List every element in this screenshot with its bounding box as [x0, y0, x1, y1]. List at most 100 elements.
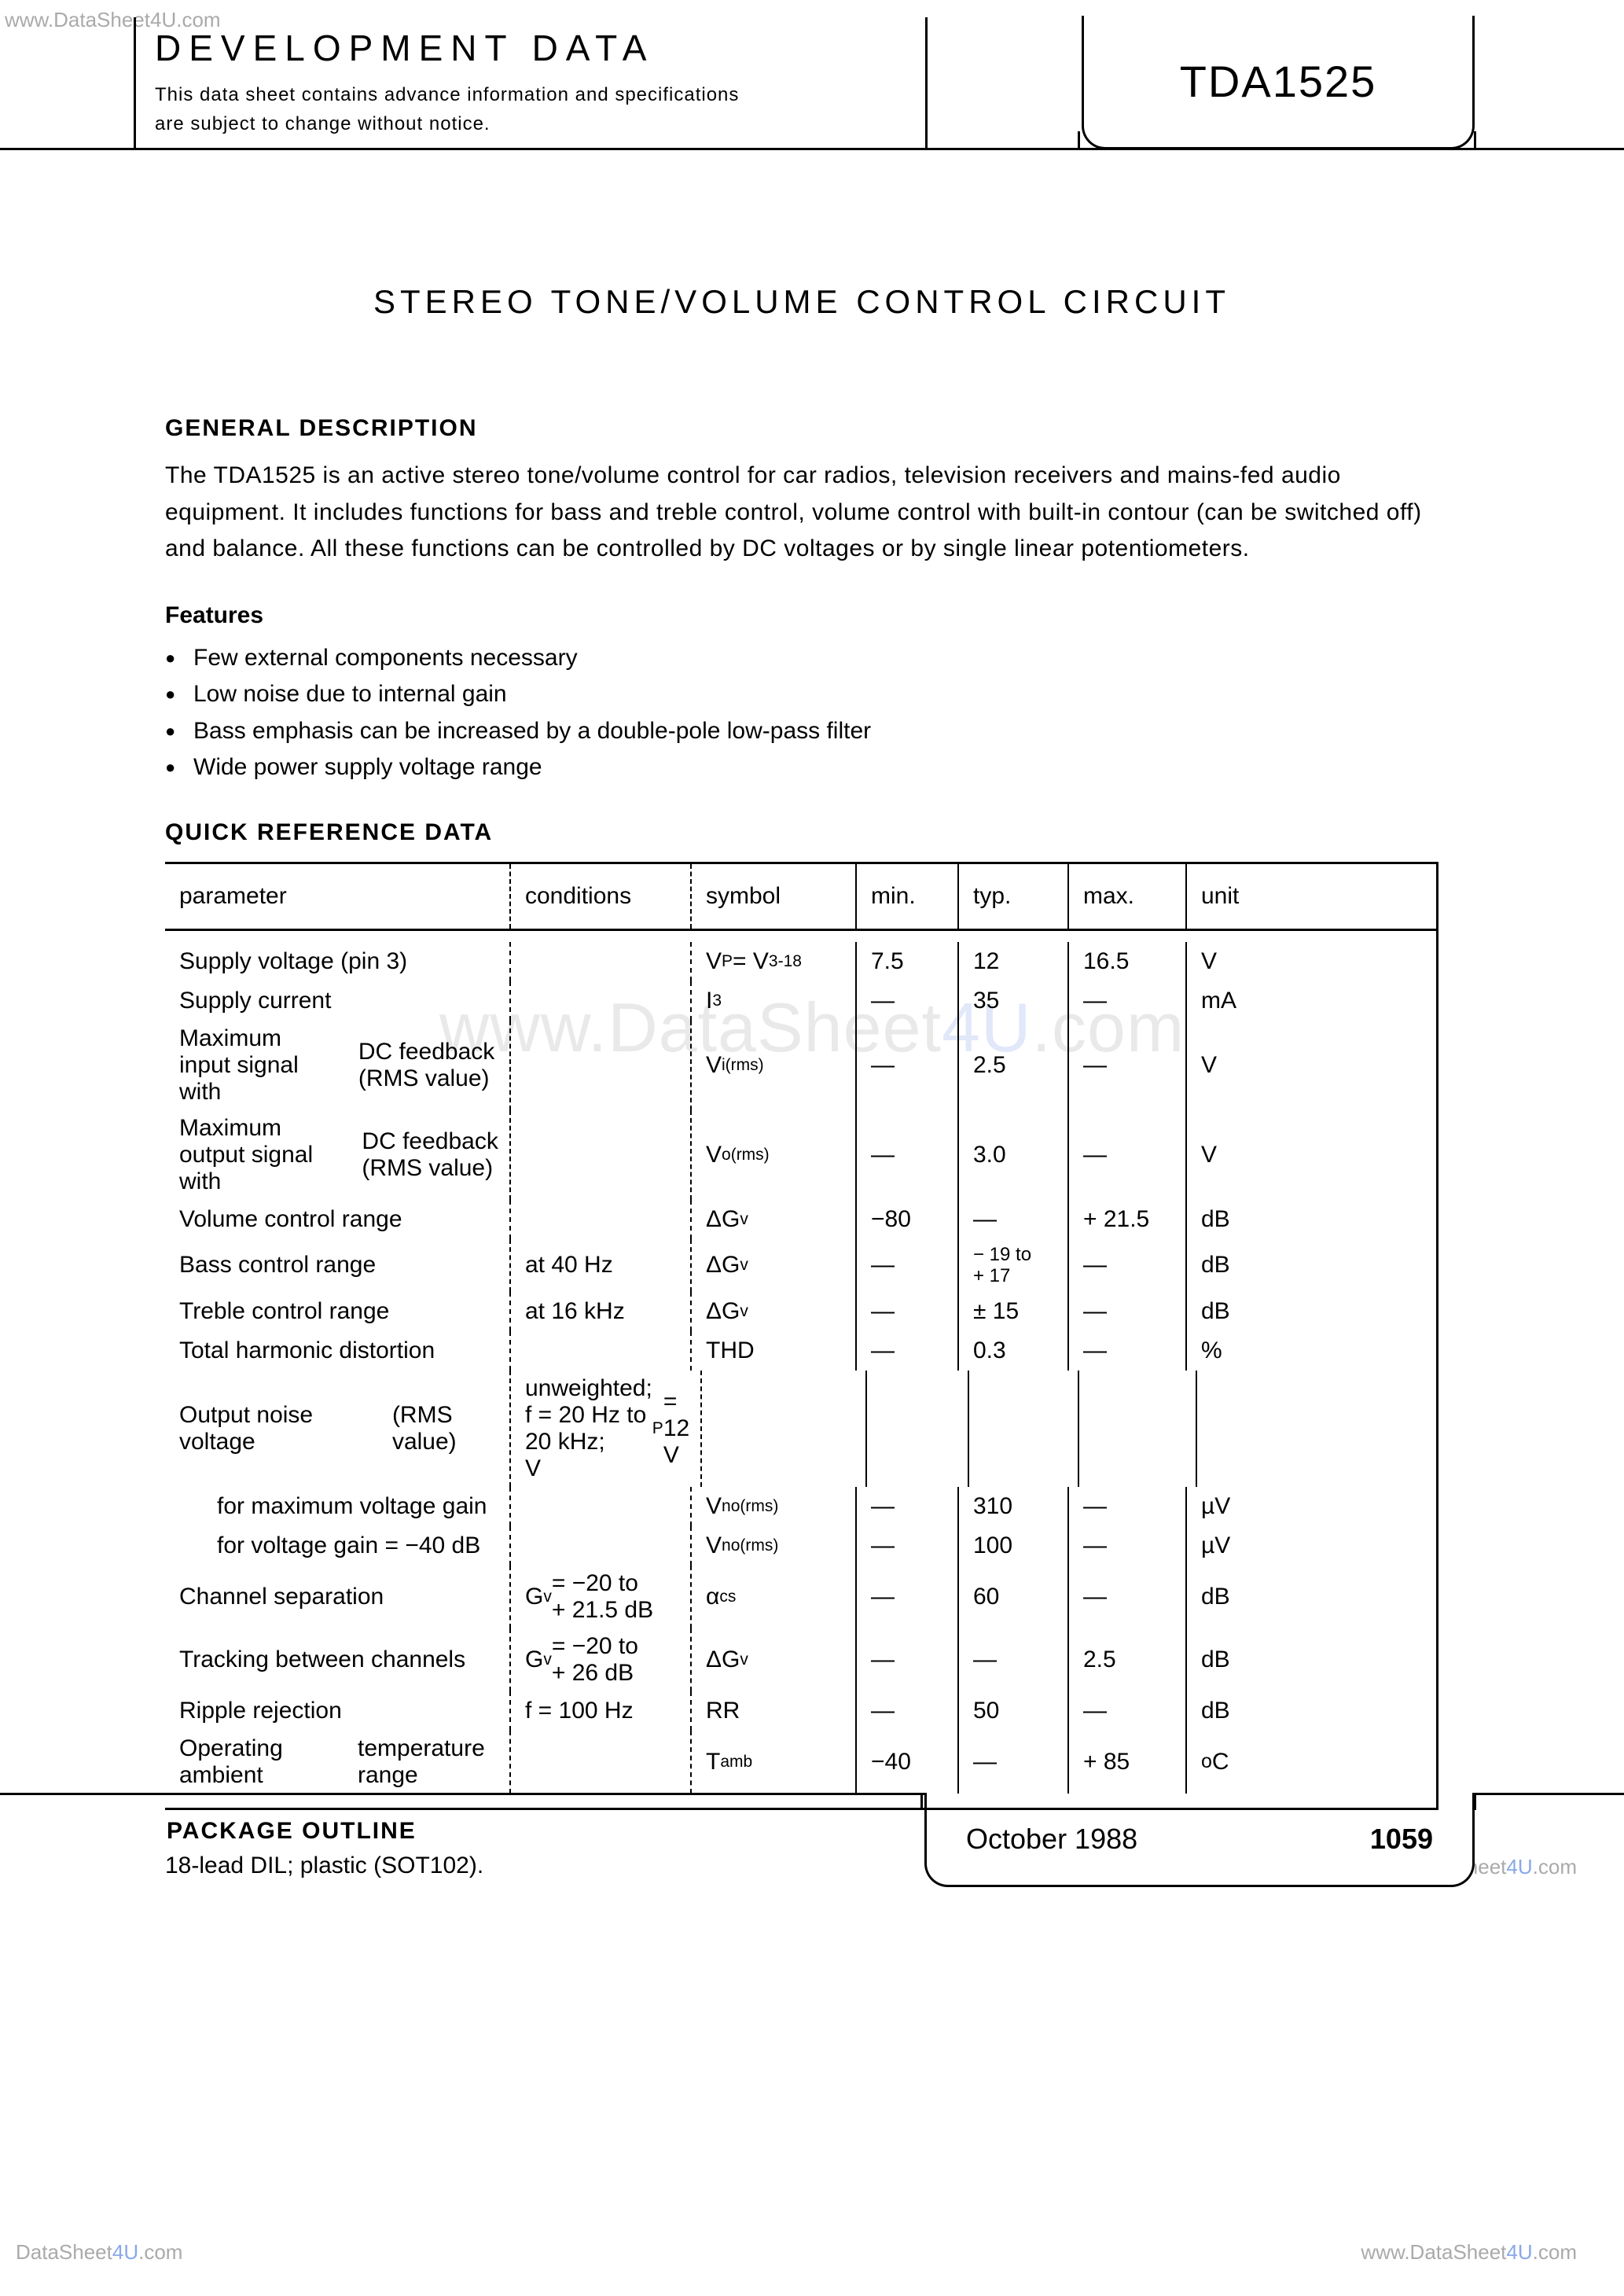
- table-cell: —: [1069, 1487, 1187, 1526]
- table-row: Tracking between channelsGv = −20 to+ 26…: [165, 1628, 1436, 1691]
- table-cell: ± 15: [959, 1292, 1069, 1331]
- table-cell: 100: [959, 1526, 1069, 1566]
- table-row: Supply currentI3—35—mA: [165, 981, 1436, 1021]
- table-cell: —: [857, 1021, 959, 1110]
- table-cell: Gv = −20 to+ 21.5 dB: [511, 1566, 692, 1628]
- table-cell: ΔGv: [692, 1628, 857, 1691]
- table-cell: —: [857, 981, 959, 1021]
- table-row: Treble control rangeat 16 kHzΔGv—± 15—dB: [165, 1292, 1436, 1331]
- table-cell: dB: [1187, 1292, 1436, 1331]
- table-row: Operating ambienttemperature range Tamb−4…: [165, 1731, 1436, 1794]
- table-cell: αcs: [692, 1566, 857, 1628]
- package-outline-body: 18-lead DIL; plastic (SOT102).: [165, 1853, 1438, 1879]
- table-cell: —: [959, 1200, 1069, 1239]
- table-cell: —: [857, 1110, 959, 1200]
- table-cell: %: [1187, 1331, 1436, 1371]
- col-header-symbol: symbol: [692, 864, 857, 929]
- general-description-body: The TDA1525 is an active stereo tone/vol…: [165, 458, 1438, 568]
- table-cell: Bass control range: [165, 1239, 511, 1292]
- content-area: STEREO TONE/VOLUME CONTROL CIRCUIT GENER…: [165, 259, 1438, 1879]
- table-cell: ΔGv: [692, 1200, 857, 1239]
- table-cell: dB: [1187, 1691, 1436, 1731]
- table-cell: 310: [959, 1487, 1069, 1526]
- table-cell: µV: [1187, 1487, 1436, 1526]
- table-cell: —: [1069, 1110, 1187, 1200]
- table-cell: µV: [1187, 1526, 1436, 1566]
- table-cell: 2.5: [959, 1021, 1069, 1110]
- col-header-typ: typ.: [959, 864, 1069, 929]
- table-cell: —: [857, 1292, 959, 1331]
- col-header-parameter: parameter: [165, 864, 511, 929]
- table-cell: V: [1187, 1021, 1436, 1110]
- watermark-bottom-right: www.DataSheet4U.com: [1361, 2240, 1577, 2265]
- table-cell: Channel separation: [165, 1566, 511, 1628]
- table-cell: Tracking between channels: [165, 1628, 511, 1691]
- table-cell: VP = V3-18: [692, 942, 857, 981]
- table-header-row: parameter conditions symbol min. typ. ma…: [165, 864, 1436, 931]
- col-header-unit: unit: [1187, 864, 1436, 929]
- table-cell: [511, 1487, 692, 1526]
- page-title: STEREO TONE/VOLUME CONTROL CIRCUIT: [165, 283, 1438, 321]
- table-cell: —: [1069, 981, 1187, 1021]
- table-row: Ripple rejectionf = 100 HzRR—50—dB: [165, 1691, 1436, 1731]
- table-cell: 3.0: [959, 1110, 1069, 1200]
- table-cell: Operating ambienttemperature range: [165, 1731, 511, 1794]
- table-cell: dB: [1187, 1200, 1436, 1239]
- table-cell: [702, 1371, 867, 1487]
- table-cell: [511, 1021, 692, 1110]
- table-cell: —: [1069, 1691, 1187, 1731]
- table-cell: − 19 to+ 17: [959, 1239, 1069, 1292]
- quick-reference-table: parameter conditions symbol min. typ. ma…: [165, 862, 1438, 1810]
- development-data-title: DEVELOPMENT DATA: [155, 27, 906, 69]
- section-heading-package: PACKAGE OUTLINE: [167, 1818, 1438, 1845]
- table-cell: [511, 1200, 692, 1239]
- table-cell: —: [1069, 1239, 1187, 1292]
- table-cell: Total harmonic distortion: [165, 1331, 511, 1371]
- col-header-max: max.: [1069, 864, 1187, 929]
- table-cell: mA: [1187, 981, 1436, 1021]
- table-cell: —: [959, 1731, 1069, 1794]
- table-cell: —: [959, 1628, 1069, 1691]
- table-cell: 7.5: [857, 942, 959, 981]
- table-cell: Volume control range: [165, 1200, 511, 1239]
- table-cell: f = 100 Hz: [511, 1691, 692, 1731]
- watermark-bottom-left: DataSheet4U.com: [16, 2240, 182, 2265]
- table-row: Total harmonic distortionTHD—0.3—%: [165, 1331, 1436, 1371]
- table-cell: 50: [959, 1691, 1069, 1731]
- table-cell: [511, 981, 692, 1021]
- table-row: Channel separationGv = −20 to+ 21.5 dBαc…: [165, 1566, 1436, 1628]
- table-cell: dB: [1187, 1566, 1436, 1628]
- table-cell: V: [1187, 1110, 1436, 1200]
- table-cell: Vno(rms): [692, 1487, 857, 1526]
- table-cell: Supply current: [165, 981, 511, 1021]
- table-cell: −40: [857, 1731, 959, 1794]
- tab-notch: [1474, 1793, 1476, 1810]
- table-cell: —: [857, 1331, 959, 1371]
- section-heading-general: GENERAL DESCRIPTION: [165, 415, 1438, 442]
- table-row: Output noise voltage(RMS value)unweighte…: [165, 1371, 1436, 1487]
- table-cell: 35: [959, 981, 1069, 1021]
- table-cell: —: [1069, 1292, 1187, 1331]
- table-cell: [511, 1110, 692, 1200]
- table-cell: —: [857, 1628, 959, 1691]
- table-cell: Vno(rms): [692, 1526, 857, 1566]
- table-cell: for maximum voltage gain: [165, 1487, 511, 1526]
- table-cell: Maximum output signal withDC feedback (R…: [165, 1110, 511, 1200]
- tab-notch: [1474, 131, 1476, 149]
- table-cell: + 85: [1069, 1731, 1187, 1794]
- table-row: Supply voltage (pin 3)VP = V3-187.51216.…: [165, 942, 1436, 981]
- table-cell: —: [1069, 1526, 1187, 1566]
- table-cell: 0.3: [959, 1331, 1069, 1371]
- table-cell: [511, 1526, 692, 1566]
- tab-notch: [1078, 131, 1080, 149]
- table-cell: [511, 1331, 692, 1371]
- table-cell: Gv = −20 to+ 26 dB: [511, 1628, 692, 1691]
- table-cell: at 40 Hz: [511, 1239, 692, 1292]
- table-cell: —: [857, 1691, 959, 1731]
- table-row: for voltage gain = −40 dBVno(rms)—100—µV: [165, 1526, 1436, 1566]
- table-cell: [969, 1371, 1079, 1487]
- table-cell: 16.5: [1069, 942, 1187, 981]
- table-row: Volume control rangeΔGv−80—+ 21.5dB: [165, 1200, 1436, 1239]
- table-body: Supply voltage (pin 3)VP = V3-187.51216.…: [165, 931, 1436, 1808]
- table-cell: Tamb: [692, 1731, 857, 1794]
